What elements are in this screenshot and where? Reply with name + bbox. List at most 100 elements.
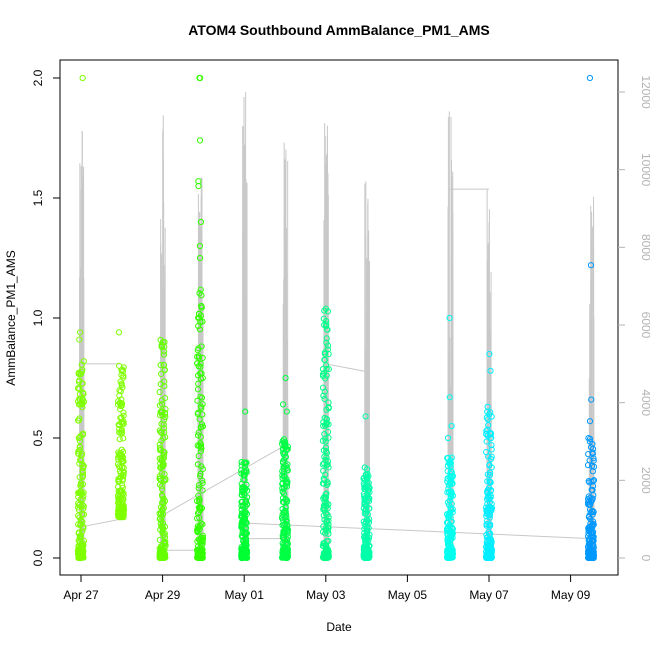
- data-point: [487, 431, 494, 438]
- y2-tick-label: 2000: [639, 467, 650, 494]
- data-point: [320, 480, 327, 487]
- data-point: [361, 510, 368, 517]
- x-tick-label: May 07: [469, 588, 509, 602]
- data-point: [484, 478, 491, 485]
- data-point: [242, 551, 249, 558]
- outlier-point: [79, 74, 86, 82]
- data-point: [120, 412, 127, 419]
- data-point: [115, 362, 123, 369]
- outlier-point: [242, 408, 249, 415]
- x-tick-label: May 05: [388, 588, 428, 602]
- data-point: [362, 506, 369, 513]
- outlier-point: [444, 434, 452, 442]
- data-point: [320, 419, 327, 426]
- data-point: [238, 459, 245, 466]
- outlier-point: [446, 394, 453, 401]
- data-point: [241, 511, 248, 518]
- chart-title: ATOM4 Southbound AmmBalance_PM1_AMS: [188, 22, 490, 38]
- outlier-point: [486, 350, 493, 358]
- data-point: [158, 477, 165, 484]
- data-point: [197, 318, 204, 325]
- data-point: [194, 432, 202, 439]
- outlier-point: [586, 74, 594, 82]
- data-point: [239, 533, 246, 540]
- data-point: [590, 457, 597, 464]
- data-point: [117, 388, 124, 395]
- data-point: [161, 429, 168, 436]
- data-point: [115, 495, 122, 503]
- data-point: [197, 393, 204, 400]
- data-point: [324, 480, 331, 487]
- data-point: [76, 385, 83, 392]
- data-point: [158, 491, 166, 499]
- data-point: [198, 292, 205, 299]
- data-point: [366, 551, 373, 559]
- axes: Apr 27 Apr 29 May 01 May 03 May 05 May 07 May …: [31, 59, 650, 602]
- data-point: [444, 489, 451, 496]
- y2-tick-label: 8000: [639, 234, 650, 261]
- outlier-point: [487, 367, 494, 374]
- data-point: [587, 498, 595, 505]
- data-point: [195, 345, 202, 352]
- data-point: [160, 455, 167, 462]
- data-point: [361, 482, 368, 489]
- data-point: [585, 537, 592, 544]
- data-point: [323, 406, 330, 413]
- data-point: [120, 508, 127, 515]
- data-point: [116, 399, 123, 407]
- data-point: [488, 506, 495, 513]
- y-tick-label: 1.5: [31, 189, 45, 206]
- data-points: [74, 74, 598, 562]
- data-point: [280, 465, 287, 473]
- data-point: [77, 479, 84, 487]
- y-tick-label: 0.0: [31, 549, 45, 566]
- data-point: [195, 380, 202, 387]
- data-point: [116, 436, 123, 443]
- data-point: [283, 446, 291, 453]
- data-point: [77, 522, 84, 529]
- data-point: [78, 452, 85, 459]
- data-point: [323, 339, 330, 346]
- data-point: [484, 554, 491, 561]
- data-point: [160, 348, 168, 355]
- data-point: [362, 546, 369, 553]
- data-point: [120, 372, 127, 379]
- data-point: [199, 354, 206, 362]
- data-point: [160, 425, 168, 432]
- data-point: [322, 422, 329, 429]
- data-point: [446, 497, 453, 504]
- data-point: [279, 488, 286, 496]
- data-point: [487, 409, 494, 416]
- data-point: [585, 547, 592, 554]
- outlier-point: [196, 137, 204, 144]
- data-point: [282, 479, 289, 487]
- data-point: [162, 477, 169, 484]
- data-point: [321, 356, 328, 363]
- data-point: [117, 378, 124, 385]
- data-point: [325, 365, 332, 373]
- data-point: [282, 442, 289, 449]
- data-point: [120, 435, 127, 442]
- data-point: [447, 494, 454, 501]
- data-point: [323, 365, 330, 372]
- data-point: [589, 530, 596, 537]
- data-point: [447, 554, 454, 561]
- data-point: [117, 406, 124, 413]
- outlier-point: [279, 401, 287, 408]
- data-point: [321, 495, 329, 502]
- data-point: [197, 440, 204, 447]
- data-point: [156, 455, 163, 462]
- data-point: [238, 498, 245, 506]
- data-point: [79, 465, 87, 472]
- data-point: [279, 495, 287, 502]
- data-point: [323, 462, 330, 469]
- data-point: [448, 488, 455, 495]
- data-point: [322, 551, 329, 558]
- data-point: [242, 550, 249, 557]
- data-point: [158, 429, 165, 436]
- data-point: [78, 510, 86, 518]
- data-point: [198, 343, 205, 350]
- data-point: [241, 472, 248, 479]
- data-point: [160, 451, 168, 459]
- data-point: [117, 429, 124, 437]
